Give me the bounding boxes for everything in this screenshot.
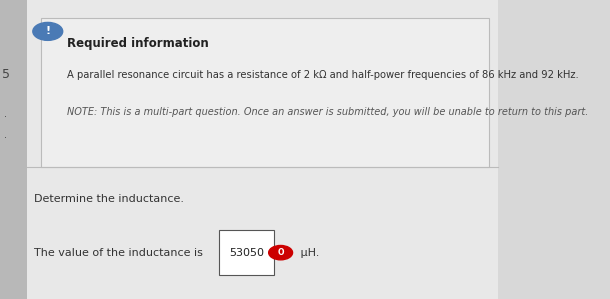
Text: The value of the inductance is: The value of the inductance is: [34, 248, 206, 258]
Text: .: .: [4, 129, 7, 140]
FancyBboxPatch shape: [0, 0, 498, 18]
FancyBboxPatch shape: [0, 0, 27, 299]
Text: μH.: μH.: [296, 248, 319, 258]
Text: Determine the inductance.: Determine the inductance.: [34, 194, 184, 204]
FancyBboxPatch shape: [41, 18, 489, 167]
Text: .: .: [4, 109, 7, 119]
Text: !: !: [45, 26, 51, 36]
Circle shape: [268, 245, 293, 260]
Text: NOTE: This is a multi-part question. Once an answer is submitted, you will be un: NOTE: This is a multi-part question. Onc…: [67, 107, 589, 117]
Text: A parallel resonance circuit has a resistance of 2 kΩ and half-power frequencies: A parallel resonance circuit has a resis…: [67, 70, 579, 80]
Circle shape: [33, 22, 63, 40]
Text: 53050: 53050: [229, 248, 264, 258]
FancyBboxPatch shape: [27, 0, 498, 299]
FancyBboxPatch shape: [219, 230, 274, 275]
Text: 5: 5: [2, 68, 10, 81]
Text: O: O: [278, 248, 284, 257]
Text: Required information: Required information: [67, 37, 209, 50]
